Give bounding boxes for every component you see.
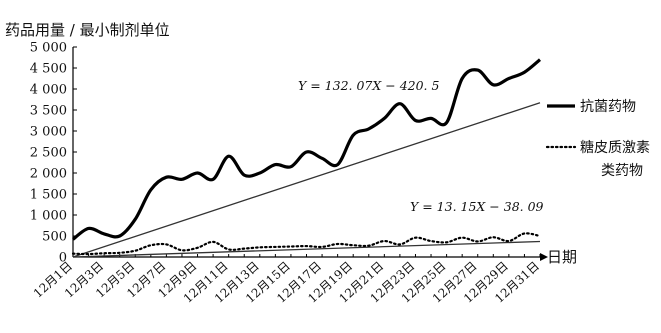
trendline [72,240,541,258]
y-ticks: 0 500 1 000 1 500 2 000 2 500 3 000 3 500 4 000 4… [30,41,77,266]
y-tick-label: 2 500 [30,146,67,161]
x-axis-arrow [540,253,548,261]
y-tick-label: 4 000 [30,83,67,98]
series-line-glucocorticoid [71,232,542,256]
y-tick-label: 3 500 [30,104,67,119]
series-line-antibacterial [72,58,542,241]
y-tick-label: 0 [59,251,67,266]
y-tick-label: 1 500 [30,188,67,203]
y-tick-label: 500 [42,230,67,245]
y-tick-label: 5 000 [30,41,67,56]
y-axis-label: 药品用量 / 最小制剂单位 [5,21,170,39]
y-tick-label: 4 500 [30,62,67,77]
legend-label: 糖皮质激素 [580,139,650,156]
trendline-equation: Y = 132. 07X − 420. 5 [298,78,440,93]
y-tick-label: 3 000 [30,125,67,140]
legend-label: 抗菌药物 [580,99,636,115]
trendlines: Y = 132. 07X − 420. 5 Y = 13. 15X − 38. 0… [72,78,544,258]
x-ticks: 12月1日12月3日12月5日12月7日12月9日12月11日12月13日12月… [31,254,542,306]
trendline [72,102,541,258]
y-tick-label: 1 000 [30,209,67,224]
x-axis-label: 日期 [547,248,577,266]
series-lines [71,58,542,256]
legend-label: 类药物 [601,163,643,179]
trendline-equation: Y = 13. 15X − 38. 09 [410,199,544,214]
y-tick-label: 2 000 [30,167,67,182]
